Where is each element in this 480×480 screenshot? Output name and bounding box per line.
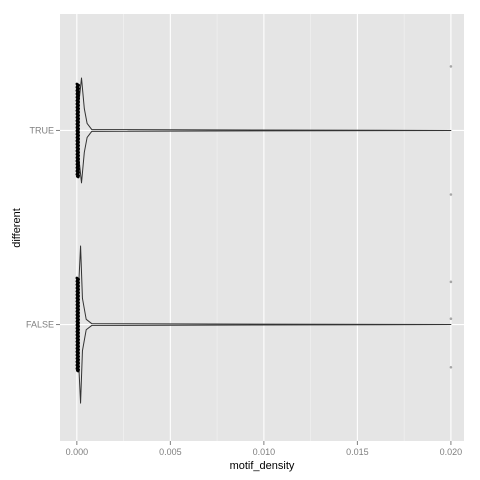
violin-true [76,77,452,184]
y-axis-title: different [11,208,23,248]
x-axis: 0.000 0.005 0.010 0.015 0.020 [66,441,463,457]
plot-panel [60,14,464,441]
x-tick-label: 0.015 [346,447,369,457]
y-tick-label: FALSE [26,320,54,330]
x-tick-label: 0.010 [253,447,276,457]
x-axis-title: motif_density [230,460,295,472]
outlier-point [449,280,453,284]
x-tick-label: 0.000 [66,447,89,457]
y-tick-label: TRUE [30,125,55,135]
violins [75,65,453,404]
x-tick-label: 0.005 [159,447,182,457]
outlier-point [449,365,453,369]
outlier-point [449,65,453,68]
data-point [76,369,80,373]
outlier-point [449,193,453,196]
y-axis: FALSE TRUE [26,125,60,330]
outlier-point [449,317,453,321]
violin-false [76,245,452,404]
data-point [76,175,80,179]
x-tick-label: 0.020 [440,447,463,457]
points-false [75,276,80,373]
points-true [75,82,80,179]
minor-gridlines [123,14,405,441]
